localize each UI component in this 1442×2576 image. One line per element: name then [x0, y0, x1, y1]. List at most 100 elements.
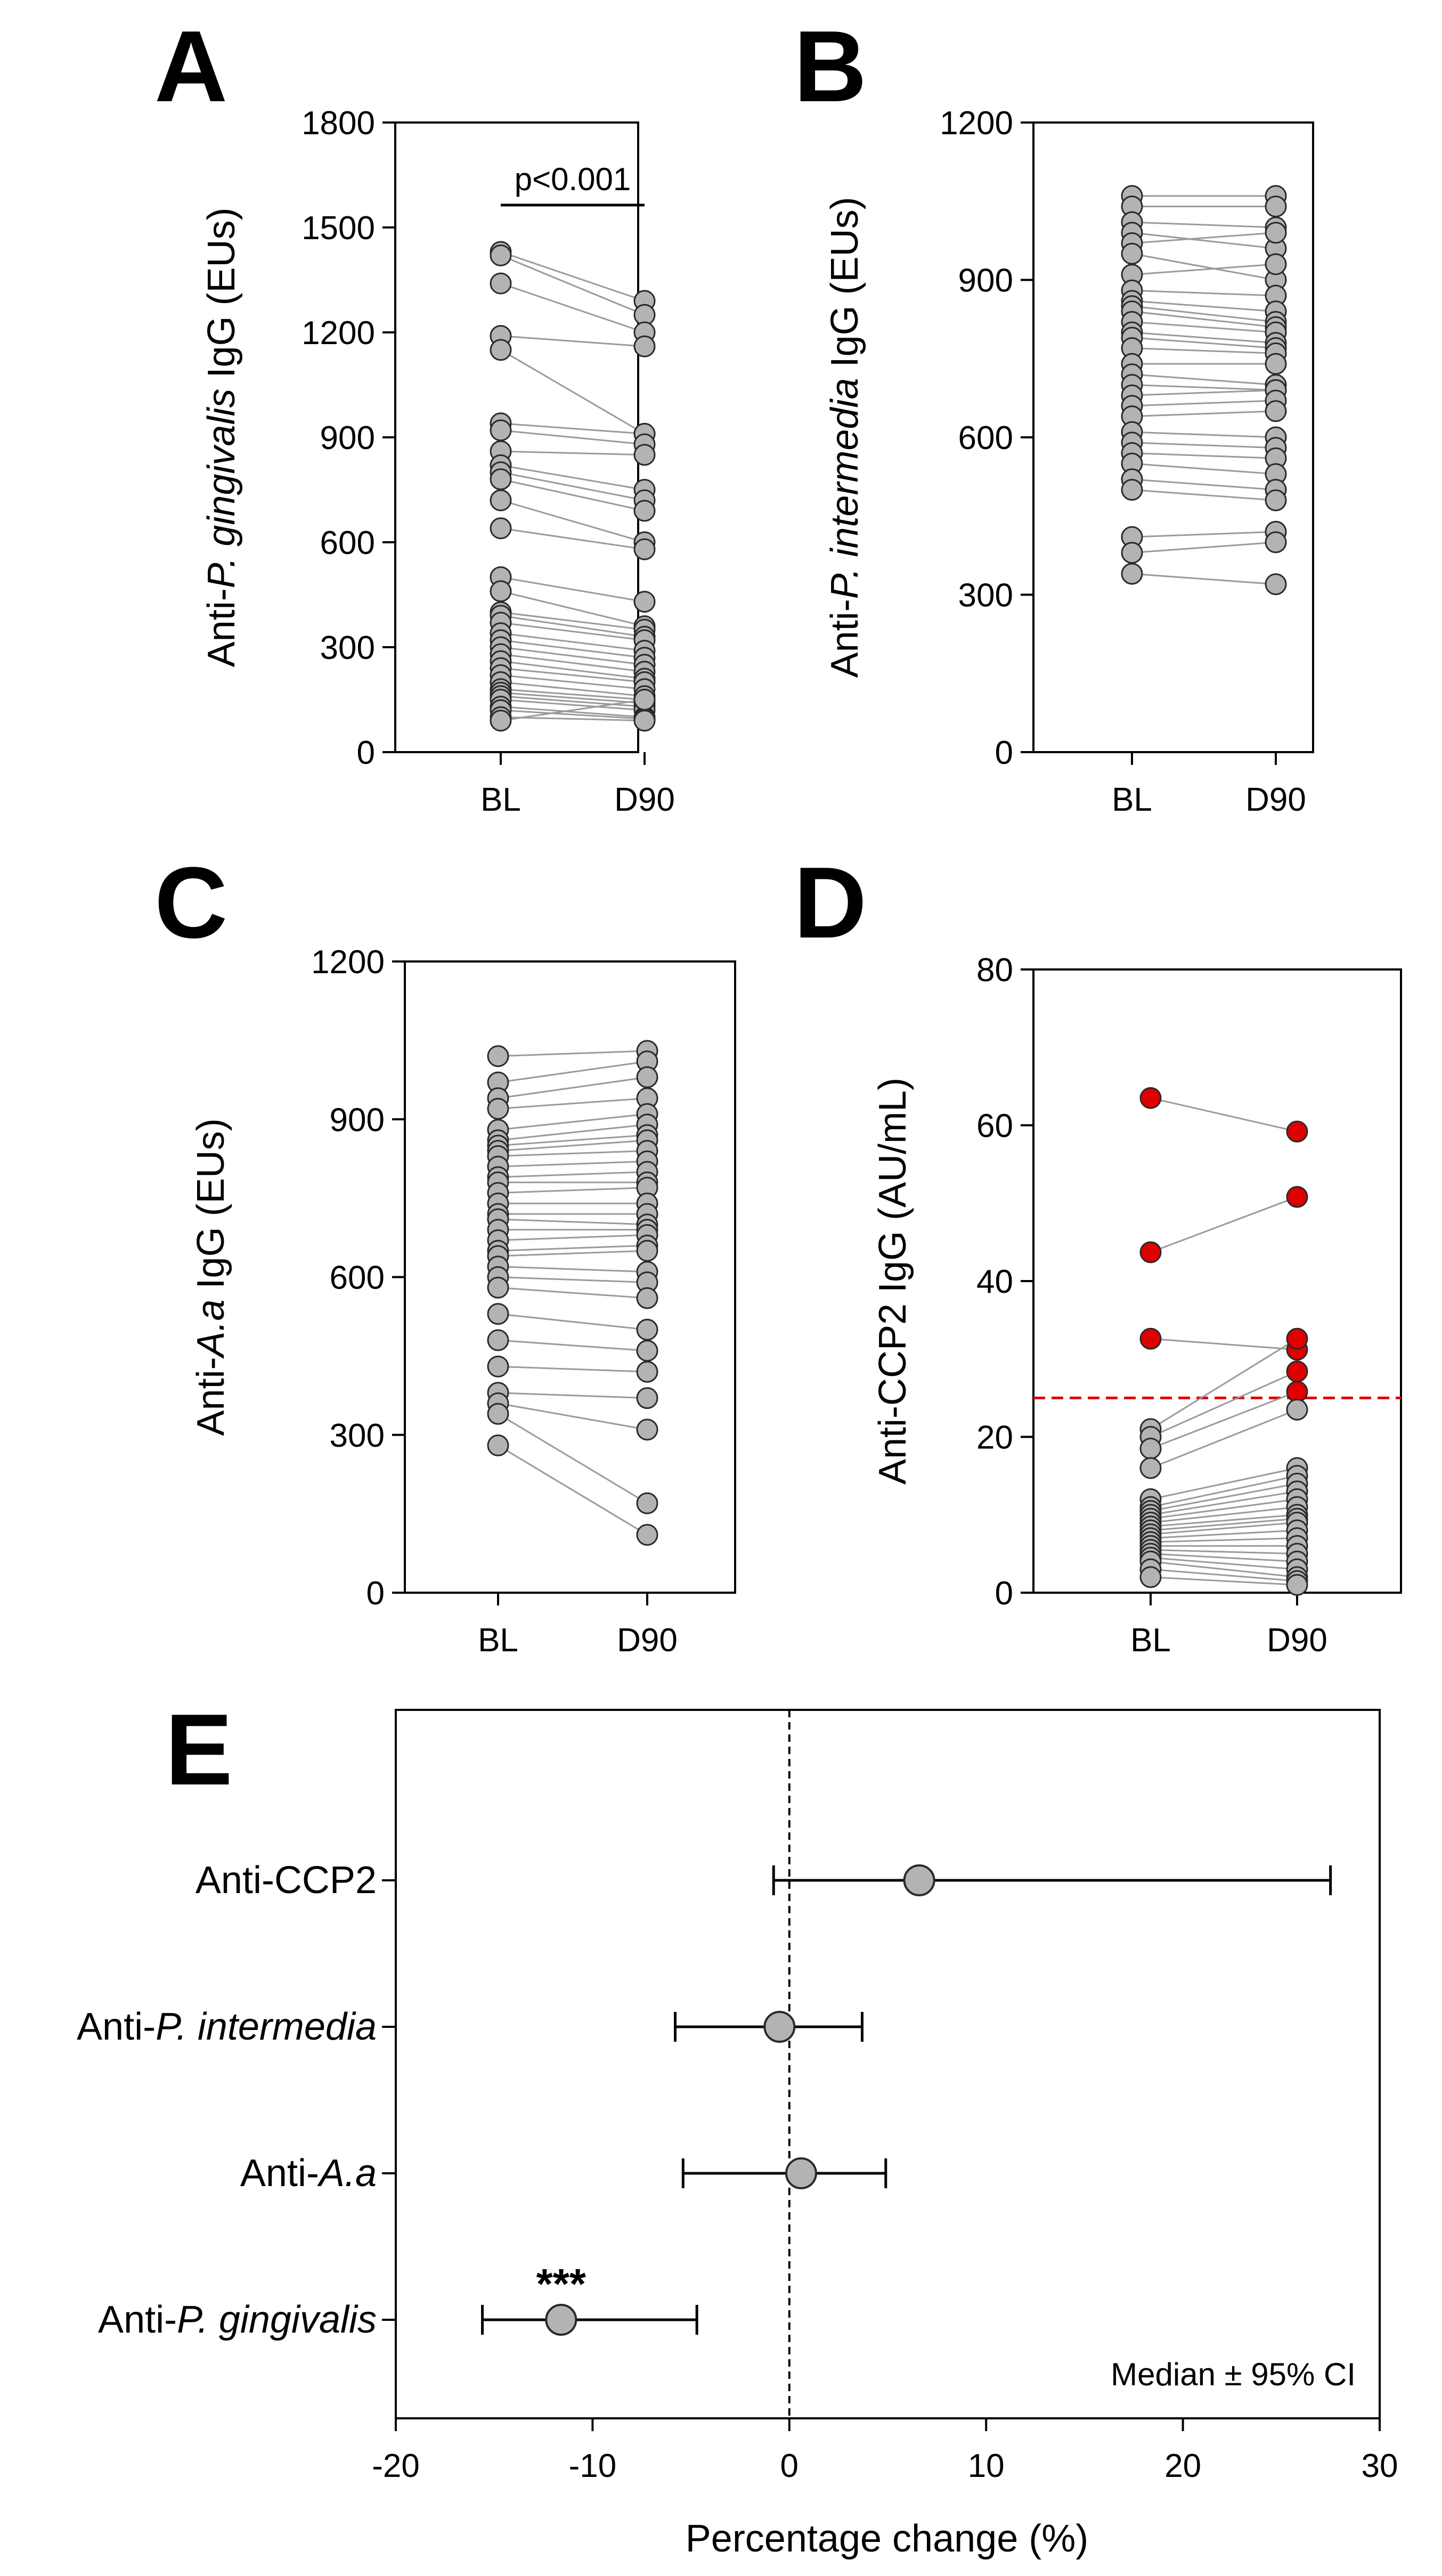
y-tick-label: 1500 [302, 210, 375, 247]
pair-line [500, 349, 645, 435]
y-tick-label: 40 [976, 1263, 1013, 1300]
pair-line [1150, 1391, 1298, 1449]
y-tick-label: 300 [330, 1417, 385, 1454]
data-point [636, 1419, 658, 1441]
data-point [636, 1523, 658, 1546]
pair-line [498, 1097, 648, 1110]
y-tick-label: 900 [330, 1102, 385, 1138]
y-tick-label: 0 [366, 1575, 385, 1612]
p-value-label: p<0.001 [515, 161, 631, 197]
y-tick-label: 300 [958, 577, 1013, 614]
pair-line [1131, 431, 1276, 438]
pair-line [1150, 1521, 1298, 1535]
x-tick-label: BL [480, 781, 521, 818]
pair-line [500, 681, 645, 697]
pair-line [1150, 1529, 1298, 1539]
panel-c: C 0 300 600 900 1200 BL D90 Anti-A.a IgG (EUs) [154, 846, 736, 1659]
x-tick-label: BL [1130, 1622, 1171, 1659]
x-tick-label: 0 [780, 2448, 799, 2484]
pair-line [500, 499, 645, 543]
data-point [633, 500, 656, 522]
row-label: Anti-P. gingivalis [98, 2298, 377, 2341]
panel-b: B 0 300 600 900 1200 BL D90 Anti-P. intermedia I… [794, 10, 1314, 818]
y-tick-label: 0 [357, 735, 375, 771]
x-tick-label: 20 [1164, 2448, 1201, 2484]
data-point [1139, 1566, 1162, 1588]
pair-line [1150, 1518, 1298, 1531]
pair-line [1131, 311, 1276, 328]
pair-line [1131, 289, 1276, 297]
panel-e: E -20 -10 0 10 20 30 Percentage change (%) Anti-… [77, 1693, 1398, 2560]
pair-line [1150, 1196, 1298, 1253]
y-tick-label: 1200 [940, 105, 1013, 142]
pair-line [1150, 1338, 1298, 1430]
y-axis-title-suffix: IgG (EUs) [200, 208, 243, 389]
panel-letter-c: C [154, 846, 227, 959]
median-point [785, 2157, 817, 2189]
data-point [633, 591, 656, 613]
y-axis-title-suffix: IgG (EUs) [824, 197, 866, 378]
pair-line [1150, 1506, 1298, 1523]
y-tick-label: 600 [958, 420, 1013, 456]
pair-line [500, 611, 645, 631]
pair-line [1150, 1338, 1298, 1351]
data-point [490, 710, 512, 732]
pair-line [498, 1139, 648, 1152]
y-tick-label: 1200 [302, 315, 375, 352]
pair-line [1131, 305, 1276, 323]
row-label: Anti-P. intermedia [77, 2006, 377, 2048]
y-axis-title-suffix: IgG (EUs) [190, 1118, 232, 1299]
data-point [1121, 242, 1143, 265]
pair-line [1131, 232, 1276, 244]
row-label-italic: A.a [317, 2152, 377, 2195]
y-tick-label: 300 [320, 630, 375, 666]
pair-line [1131, 373, 1276, 386]
y-axis-title: Anti-A.a IgG (EUs) [190, 1118, 232, 1436]
row-label-prefix: Anti- [77, 2006, 156, 2048]
pair-line [1131, 389, 1276, 396]
pair-line [498, 1234, 648, 1241]
data-point [487, 1355, 509, 1377]
pair-line [498, 1266, 648, 1273]
pair-line [500, 695, 645, 708]
data-point [1265, 573, 1287, 596]
pair-line [500, 422, 645, 435]
pair-line [500, 282, 645, 333]
pair-line [1131, 263, 1276, 276]
pair-line [1131, 573, 1276, 585]
panel-a: A 0 300 600 900 1200 1500 1800 BL D90 Anti-P. ging… [154, 10, 675, 818]
data-point [1286, 1120, 1308, 1143]
y-tick-label: 900 [320, 420, 375, 456]
data-point [487, 1045, 509, 1067]
pair-line [500, 527, 645, 550]
data-point [487, 1303, 509, 1325]
data-point [636, 1340, 658, 1362]
x-tick-label: 30 [1362, 2448, 1398, 2484]
y-tick-label: 0 [995, 1575, 1013, 1612]
y-tick-label: 900 [958, 263, 1013, 299]
pair-line [498, 1250, 648, 1257]
y-axis-title: Anti-P. intermedia IgG (EUs) [824, 197, 866, 678]
pair-line [500, 667, 645, 683]
data-point [1139, 1327, 1162, 1350]
data-point [636, 1387, 658, 1409]
pair-line [500, 590, 645, 627]
x-axis-title: Percentage change (%) [686, 2517, 1088, 2560]
panel-letter-d: D [794, 846, 867, 959]
y-axis-title-italic: P. gingivalis [200, 389, 243, 589]
plot-frame [395, 1709, 1381, 2419]
data-point [490, 580, 512, 602]
pair-line [1131, 478, 1276, 491]
pair-line [498, 1365, 648, 1373]
data-point [636, 1240, 658, 1262]
row-label-suffix: CCP2 [274, 1859, 377, 1902]
data-point [1265, 400, 1287, 422]
pair-line [500, 660, 645, 680]
pair-line [500, 255, 645, 316]
pair-line [498, 1392, 648, 1399]
data-point [1286, 1574, 1308, 1596]
pair-line [1131, 300, 1276, 313]
data-point [487, 1329, 509, 1351]
data-point [636, 1360, 658, 1383]
